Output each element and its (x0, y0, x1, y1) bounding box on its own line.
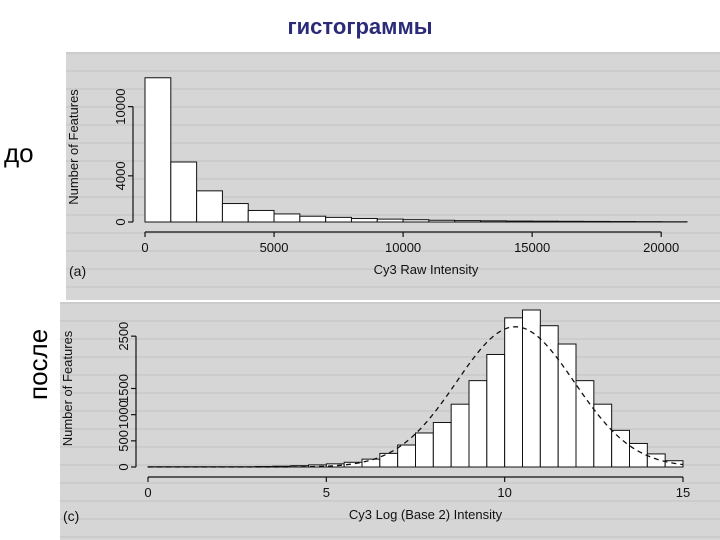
histogram-bar (428, 219, 456, 223)
histogram-bar (486, 353, 506, 468)
histogram-bar (454, 220, 482, 223)
x-tick-label: 10 (497, 485, 511, 500)
histogram-bar (575, 380, 595, 468)
slide-title: гистограммы (287, 14, 433, 39)
histogram-bar (646, 453, 666, 468)
histogram-raw-panel: 0 5000 10000 15000 20000 0 4000 10000 Cy3 Raw In… (66, 52, 720, 300)
histogram-bar (247, 209, 275, 223)
y-tick-label: 1500 (116, 374, 131, 403)
y-tick-label: 10000 (113, 89, 128, 125)
histogram-bar (402, 219, 430, 223)
x-tick-label: 0 (144, 485, 151, 500)
histogram-raw-chart: 0 5000 10000 15000 20000 0 4000 10000 Cy3 Raw In… (66, 77, 688, 279)
panel-label: (a) (69, 263, 86, 279)
histogram-bar (557, 220, 585, 223)
histogram-bar (450, 403, 470, 468)
histogram-bar (144, 77, 172, 223)
histogram-bar (583, 220, 611, 223)
y-tick-label: 0 (113, 218, 128, 225)
histogram-bar (468, 380, 488, 468)
histogram-bar (170, 161, 198, 223)
after-label: после (23, 328, 53, 400)
histogram-bar (432, 422, 452, 468)
histogram-bar (505, 220, 533, 223)
x-tick-label: 0 (141, 240, 148, 255)
x-axis-title: Cy3 Raw Intensity (374, 262, 479, 277)
x-tick-label: 10000 (385, 240, 421, 255)
histogram-bar (531, 220, 559, 223)
histogram-bar (504, 317, 523, 468)
histogram-bar (196, 190, 223, 223)
y-tick-label: 0 (116, 463, 131, 470)
histogram-bar (299, 215, 327, 223)
histogram-bar (361, 458, 381, 468)
x-tick-label: 5 (323, 485, 330, 500)
y-tick-label: 4000 (113, 161, 128, 190)
histogram-bar (325, 216, 352, 223)
histogram-bar (539, 325, 559, 468)
y-tick-label: 1000 (116, 400, 131, 429)
histogram-bar (593, 403, 613, 468)
histogram-bar (350, 218, 378, 223)
histogram-bar (397, 444, 416, 468)
histogram-log-panel: 0 5 10 15 0 500 1000 1500 2500 Cy3 Log (Base 2) I… (60, 302, 720, 540)
y-axis-title: Number of Features (66, 89, 81, 205)
histogram-bar (415, 432, 434, 468)
histogram-bar (522, 309, 541, 468)
y-tick-label: 500 (116, 430, 131, 452)
histogram-bar (611, 429, 631, 468)
x-tick-label: 20000 (643, 240, 679, 255)
x-axis-title: Cy3 Log (Base 2) Intensity (349, 507, 503, 522)
histogram-bar (221, 203, 249, 223)
y-tick-label: 2500 (116, 322, 131, 351)
density-curve (148, 326, 684, 468)
x-tick-label: 5000 (260, 240, 289, 255)
y-axis-title: Number of Features (60, 330, 75, 446)
before-label: до (4, 138, 34, 168)
histogram-bar (376, 218, 404, 223)
histogram-bar (557, 343, 577, 468)
x-tick-label: 15 (676, 485, 690, 500)
histogram-bar (273, 213, 301, 223)
histogram-bar (480, 220, 507, 223)
panel-label: (c) (63, 508, 79, 524)
x-tick-label: 15000 (514, 240, 550, 255)
